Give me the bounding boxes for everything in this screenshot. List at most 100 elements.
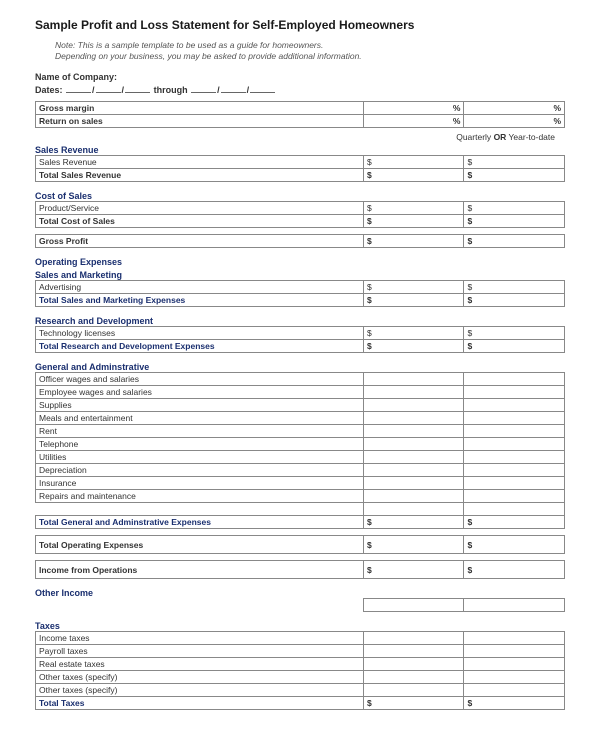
amount-cell[interactable]: $ [464,202,565,215]
amount-cell[interactable] [363,503,464,516]
amount-cell: $ [363,536,464,554]
total-label: Total Cost of Sales [36,215,364,228]
amount-cell[interactable] [464,658,565,671]
date-slot[interactable] [125,92,150,93]
amount-cell[interactable] [363,490,464,503]
date-slot[interactable] [250,92,275,93]
income-ops-label: Income from Operations [36,561,364,579]
amount-cell: $ [363,215,464,228]
amount-cell[interactable] [464,671,565,684]
gross-profit-table: Gross Profit$$ [35,234,565,248]
return-on-sales-label: Return on sales [36,115,364,128]
rnd-title: Research and Development [35,316,565,326]
sales-revenue-title: Sales Revenue [35,145,565,155]
amount-cell[interactable] [363,477,464,490]
amount-cell: $ [464,294,565,307]
amount-cell[interactable]: $ [464,156,565,169]
blank-row [36,503,364,516]
amount-cell[interactable]: $ [363,327,464,340]
amount-cell[interactable] [464,386,565,399]
or-label: OR [494,132,507,142]
company-name-label: Name of Company: [35,72,565,82]
amount-cell[interactable] [464,438,565,451]
amount-cell[interactable] [363,438,464,451]
amount-cell: $ [363,169,464,182]
amount-cell[interactable]: $ [363,202,464,215]
date-slot[interactable] [96,92,121,93]
amount-cell[interactable]: $ [464,281,565,294]
amount-cell[interactable] [464,477,565,490]
table-row-label: Insurance [36,477,364,490]
amount-cell: $ [363,340,464,353]
metrics-table: Gross margin % % Return on sales % % [35,101,565,128]
amount-cell: $ [464,169,565,182]
amount-cell[interactable] [363,386,464,399]
pct-cell: % [363,115,464,128]
sales-marketing-table: Advertising$$ Total Sales and Marketing … [35,280,565,307]
taxes-table: Income taxes Payroll taxes Real estate t… [35,631,565,710]
amount-cell[interactable] [363,684,464,697]
note-text: Note: This is a sample template to be us… [55,40,565,62]
amount-cell[interactable]: $ [363,156,464,169]
amount-cell[interactable]: $ [363,281,464,294]
pct-cell: % [363,102,464,115]
amount-cell[interactable] [464,399,565,412]
income-ops-table: Income from Operations$$ [35,560,565,579]
date-slot[interactable] [66,92,91,93]
amount-cell[interactable] [363,451,464,464]
amount-cell[interactable] [363,658,464,671]
ga-table: Officer wages and salaries Employee wage… [35,372,565,529]
other-income-title: Other Income [35,588,565,598]
amount-cell[interactable] [464,599,565,612]
total-label: Total Sales and Marketing Expenses [36,294,364,307]
table-row-label: Real estate taxes [36,658,364,671]
amount-cell[interactable] [464,373,565,386]
table-row-label: Supplies [36,399,364,412]
amount-cell[interactable] [363,632,464,645]
total-operating-table: Total Operating Expenses$$ [35,535,565,554]
amount-cell[interactable] [363,399,464,412]
amount-cell[interactable] [464,645,565,658]
amount-cell[interactable] [363,671,464,684]
amount-cell: $ [464,516,565,529]
taxes-title: Taxes [35,621,565,631]
period-row: Quarterly OR Year-to-date [35,132,565,142]
amount-cell[interactable] [363,464,464,477]
pct-cell: % [464,102,565,115]
amount-cell[interactable] [363,373,464,386]
amount-cell[interactable] [464,632,565,645]
amount-cell[interactable] [363,412,464,425]
amount-cell: $ [464,697,565,710]
pct-cell: % [464,115,565,128]
amount-cell[interactable] [363,645,464,658]
total-label: Total Sales Revenue [36,169,364,182]
other-income-table [35,598,565,612]
quarterly-label: Quarterly [456,132,491,142]
amount-cell: $ [464,215,565,228]
amount-cell[interactable] [464,412,565,425]
blank-row [35,599,363,612]
dates-label: Dates: [35,85,63,95]
date-slot[interactable] [221,92,246,93]
amount-cell[interactable] [464,425,565,438]
amount-cell[interactable] [464,490,565,503]
table-row-label: Depreciation [36,464,364,477]
rnd-table: Technology licenses$$ Total Research and… [35,326,565,353]
amount-cell[interactable] [363,599,464,612]
total-operating-label: Total Operating Expenses [36,536,364,554]
amount-cell[interactable]: $ [464,327,565,340]
table-row-label: Employee wages and salaries [36,386,364,399]
amount-cell[interactable] [464,451,565,464]
table-row-label: Officer wages and salaries [36,373,364,386]
date-slot[interactable] [191,92,216,93]
amount-cell[interactable] [464,503,565,516]
table-row-label: Utilities [36,451,364,464]
amount-cell: $ [363,561,464,579]
note-line-1: Note: This is a sample template to be us… [55,40,323,50]
amount-cell[interactable] [464,464,565,477]
amount-cell[interactable] [363,425,464,438]
amount-cell[interactable] [464,684,565,697]
cost-of-sales-title: Cost of Sales [35,191,565,201]
table-row-label: Income taxes [36,632,364,645]
table-row-label: Other taxes (specify) [36,671,364,684]
